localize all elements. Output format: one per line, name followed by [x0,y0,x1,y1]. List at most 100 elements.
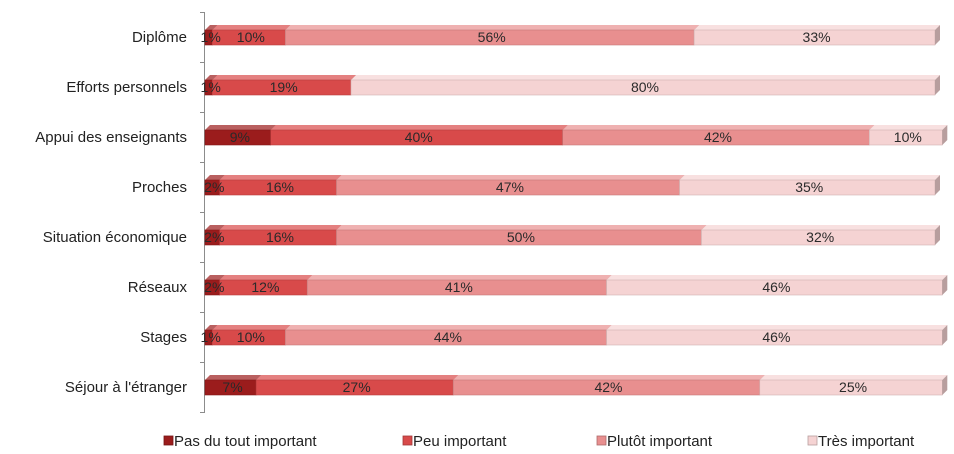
data-label: 42% [594,379,622,395]
bar-segment-top [759,375,948,380]
legend-swatch [402,435,413,446]
bar-segment-top [205,125,276,130]
bar-segment [562,125,875,146]
data-label: 42% [704,129,732,145]
data-label: 1% [201,29,221,45]
bar-segment-side [935,25,940,45]
bar-segment-top [694,25,940,30]
bar-segment-top [453,375,765,380]
legend-label: Peu important [413,433,507,450]
data-label: 2% [204,179,224,195]
bar-segment [212,75,356,96]
bar-segment-top [869,125,948,130]
data-label: 2% [204,279,224,295]
data-label: 7% [222,379,242,395]
data-label: 50% [507,229,535,245]
data-label: 1% [201,79,221,95]
category-label: Réseaux [128,279,188,296]
bar-segment-top [205,25,218,30]
legend-label: Plutôt important [607,433,713,450]
category-label: Proches [132,179,187,196]
bar-segment [306,275,612,296]
bar-segment-top [205,375,262,380]
data-label: 19% [270,79,298,95]
data-label: 33% [803,29,831,45]
bar-segment [606,275,948,296]
bar-segment-side [935,175,940,195]
bar-segment-top [212,325,291,330]
data-label: 40% [405,129,433,145]
bar-segment [336,175,685,196]
bar-segment-top [205,275,225,280]
legend-item: Plutôt important [596,433,713,450]
data-label: 1% [201,329,221,345]
legend-label: Très important [818,433,915,450]
bar-segment-side [942,375,948,395]
bar-segment-top [205,325,218,330]
legend: Pas du tout important Peu important Plutôt… [163,433,915,450]
data-label: 47% [496,179,524,195]
data-label: 27% [343,379,371,395]
data-label: 10% [237,329,265,345]
bar-segment [284,325,612,346]
data-label: 32% [806,229,834,245]
data-label: 46% [762,329,790,345]
category-label: Séjour à l'étranger [65,379,187,396]
bar-segment-top [205,225,225,230]
data-label: 2% [204,229,224,245]
bar-segment-top [606,275,948,280]
category-axis-ticks [200,12,205,413]
bar-segment-top [307,275,612,280]
data-label: 10% [237,29,265,45]
bar-segment-top [679,175,940,180]
bar-segment-top [285,25,700,30]
bar-segment-side [942,275,948,295]
data-label: 12% [251,279,279,295]
category-label: Appui des enseignants [35,129,187,146]
bar-segment-top [219,175,342,180]
value-labels: 1% 10% 56% 33% 1% 19% 80% 9% 40% 42% 10% 2% 16% 47% 35… [201,29,922,395]
data-label: 16% [266,229,294,245]
bar-segment-top [256,375,459,380]
legend-swatch [807,435,818,446]
data-label: 80% [631,79,659,95]
category-label: Situation économique [43,229,187,246]
data-label: 46% [762,279,790,295]
bar-segment [452,375,765,396]
bar-segment [350,75,940,96]
data-label: 44% [434,329,462,345]
bar-segment-top [351,75,940,80]
data-label: 25% [839,379,867,395]
category-label: Stages [140,329,187,346]
bar-segment-top [205,75,218,80]
bar-segment-top [701,225,940,230]
data-label: 16% [266,179,294,195]
data-label: 35% [795,179,823,195]
bar-segment-top [606,325,948,330]
legend-label: Pas du tout important [174,433,317,450]
bar-segment [701,225,940,246]
bar-segment [868,125,948,146]
legend-swatch [596,435,607,446]
bar-segment [606,325,948,346]
bar-segment-side [935,225,940,245]
bar-segment [679,175,940,196]
legend-swatch [163,435,174,446]
legend-item: Très important [807,433,915,450]
category-label: Efforts personnels [66,79,187,96]
bar-segment [219,225,342,246]
bar-segment-top [212,25,291,30]
bar-segment-top [270,125,568,130]
data-label: 41% [445,279,473,295]
bar-segment-side [942,325,948,345]
bar-segment-top [336,225,707,230]
bar-segment [759,375,948,396]
bar-segment-top [205,175,225,180]
bar-segment-top [336,175,685,180]
bar-segment-top [562,125,875,130]
bar-segment-side [935,75,940,95]
data-label: 10% [894,129,922,145]
data-label: 9% [230,129,250,145]
category-label: Diplôme [132,29,187,46]
